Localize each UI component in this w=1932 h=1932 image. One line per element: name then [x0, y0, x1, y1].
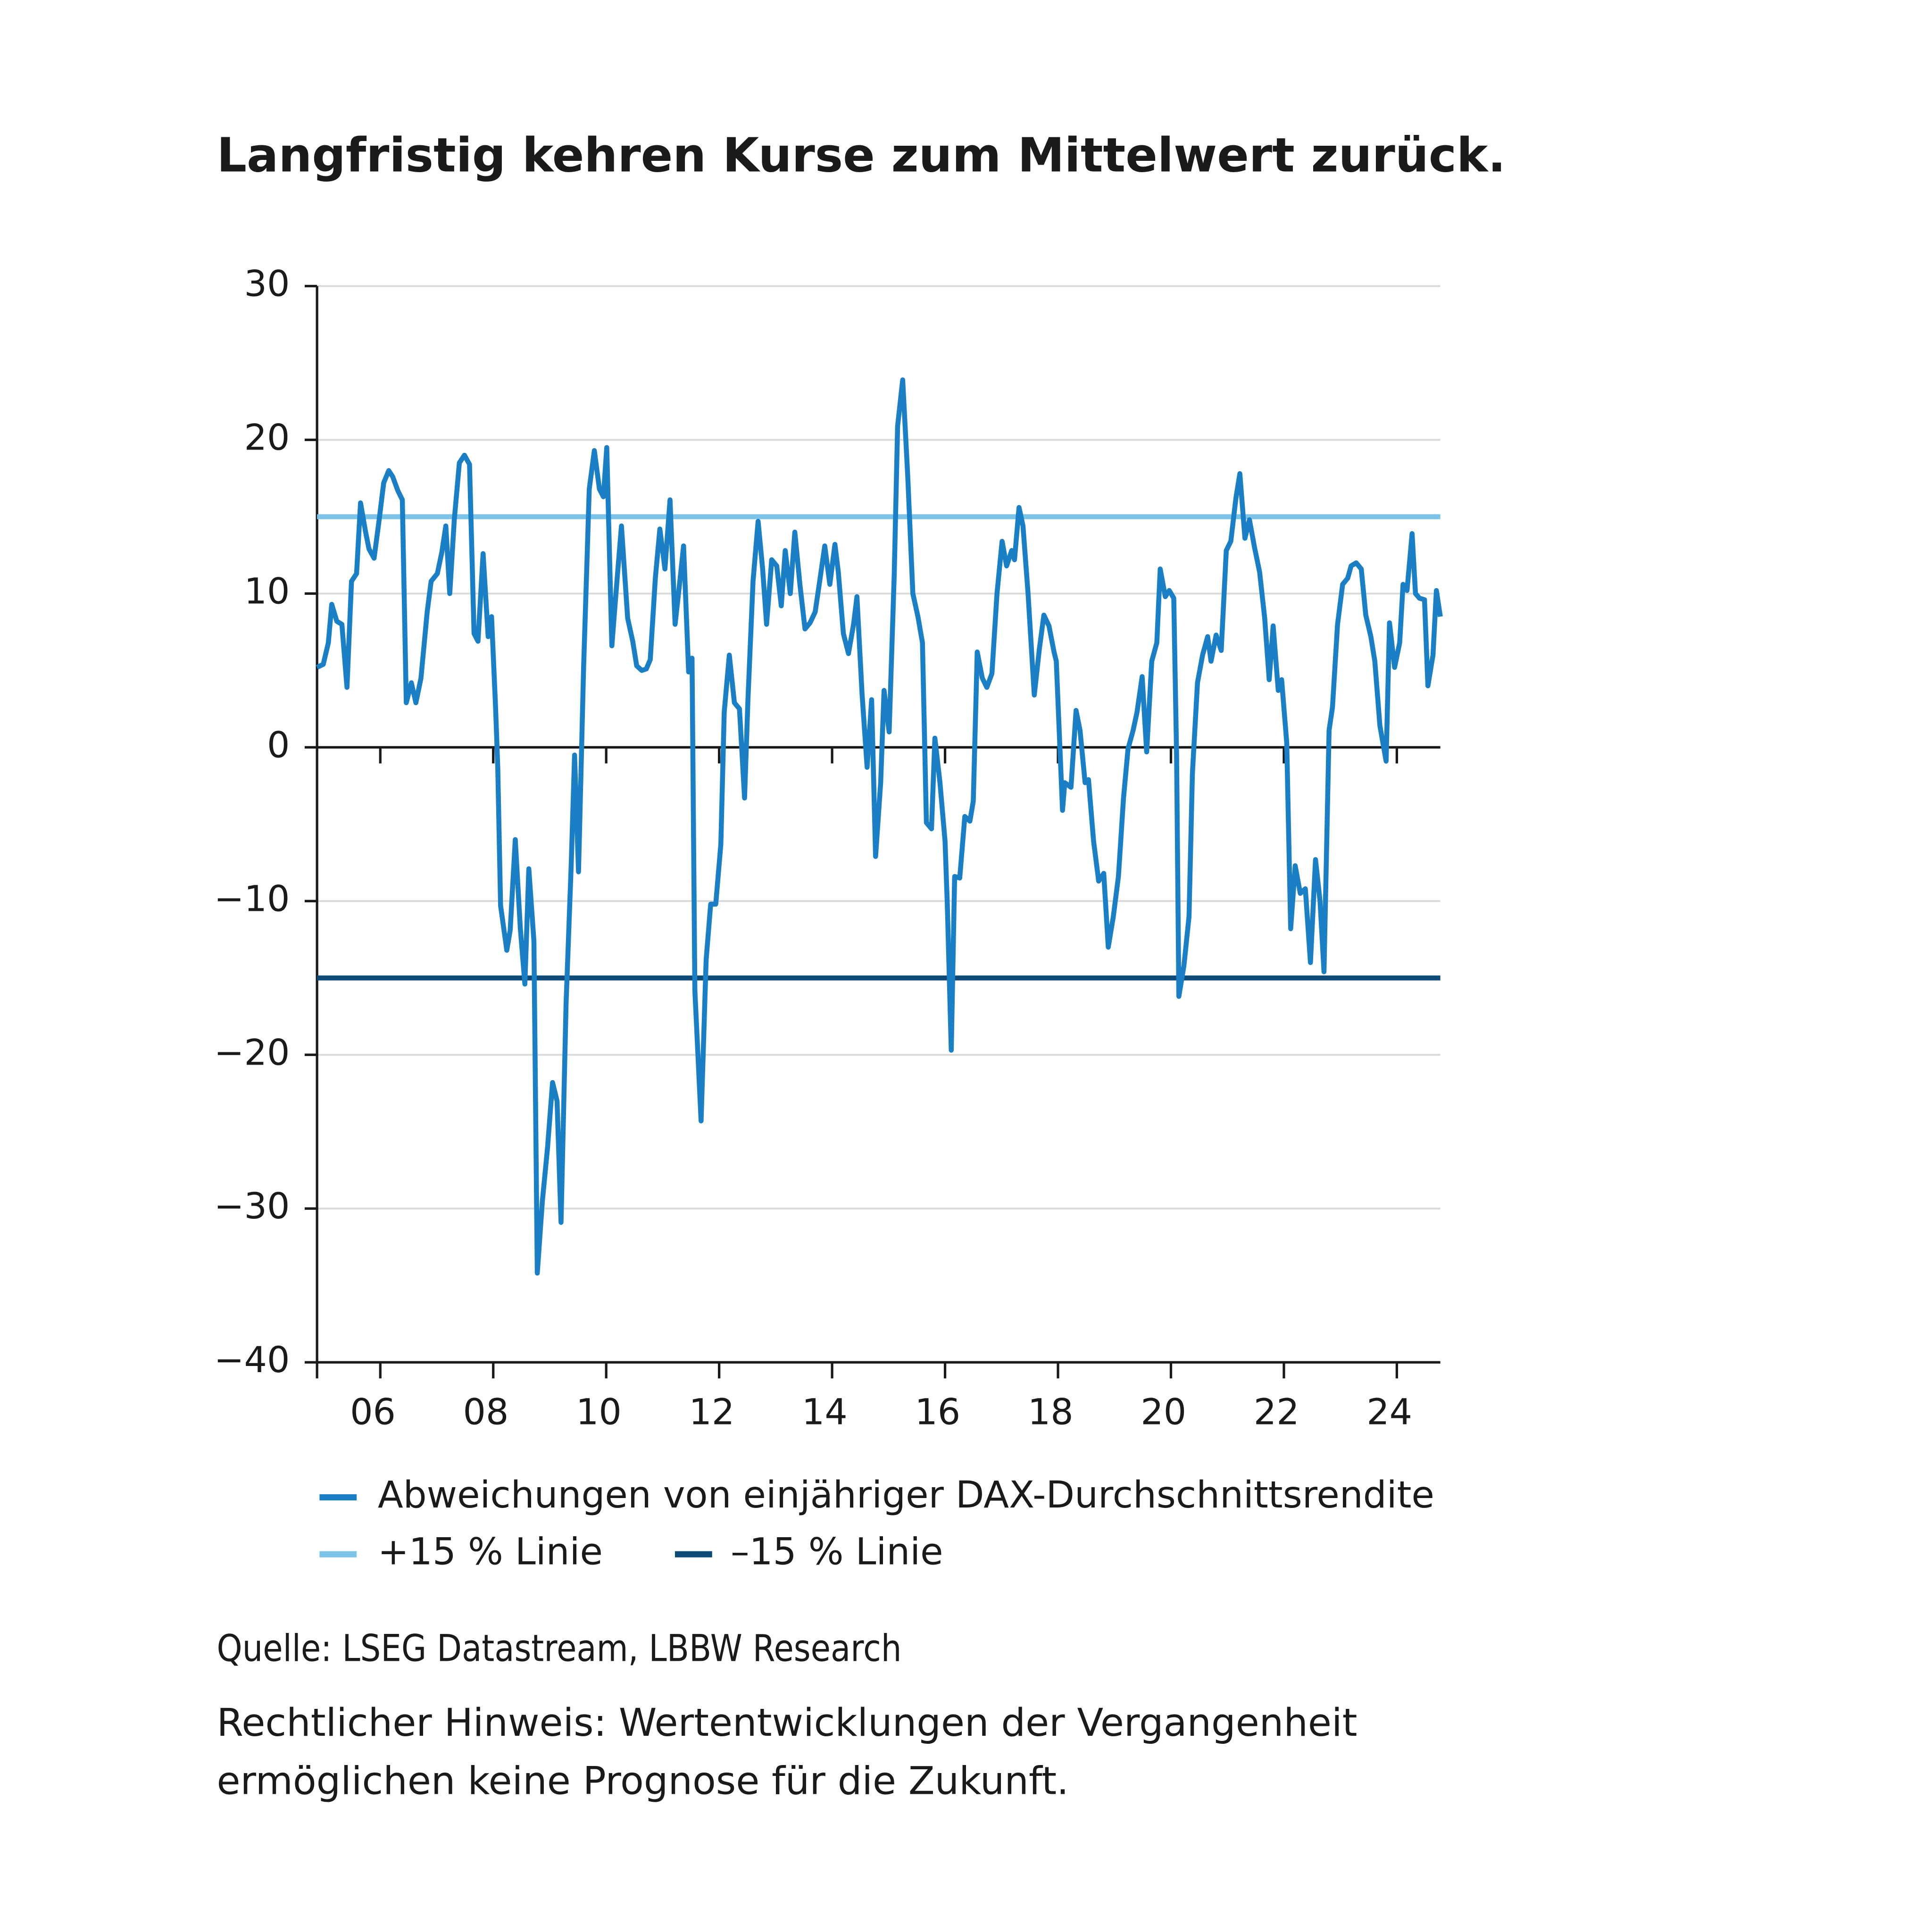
data-line [316, 377, 1443, 1276]
x-tick-label: 10 [576, 1391, 622, 1432]
x-tick-label: 06 [350, 1391, 396, 1432]
y-tick-label: −30 [214, 1185, 290, 1227]
y-tick-label: 10 [244, 570, 290, 612]
y-tick-label: 0 [267, 724, 290, 766]
y-tick-label: −10 [214, 877, 290, 919]
x-tick-label: 18 [1028, 1391, 1074, 1432]
y-tick-label: 20 [244, 416, 290, 458]
legend-label: Abweichungen von einjähriger DAX-Durchsc… [378, 1473, 1434, 1516]
legend-label: +15 % Linie [378, 1530, 603, 1574]
y-tick-label: 30 [244, 263, 290, 305]
x-tick-label: 12 [689, 1391, 734, 1432]
x-tick-label: 16 [915, 1391, 960, 1432]
note-line: Rechtlicher Hinweis: Wertentwicklungen d… [217, 1700, 1357, 1745]
source: Quelle: LSEG Datastream, LBBW Research [217, 1626, 901, 1670]
y-tick-label: −20 [214, 1031, 290, 1073]
x-tick-label: 24 [1366, 1391, 1412, 1432]
note-line: ermöglichen keine Prognose für die Zukun… [217, 1758, 1069, 1803]
x-tick-label: 20 [1141, 1391, 1186, 1432]
x-tick-label: 08 [463, 1391, 509, 1432]
legend-label: –15 % Linie [731, 1530, 943, 1574]
x-tick-label: 22 [1254, 1391, 1299, 1432]
y-tick-label: −40 [214, 1339, 290, 1381]
chart-title: Langfristig kehren Kurse zum Mittelwert … [217, 127, 1506, 183]
x-tick-label: 14 [802, 1391, 848, 1432]
